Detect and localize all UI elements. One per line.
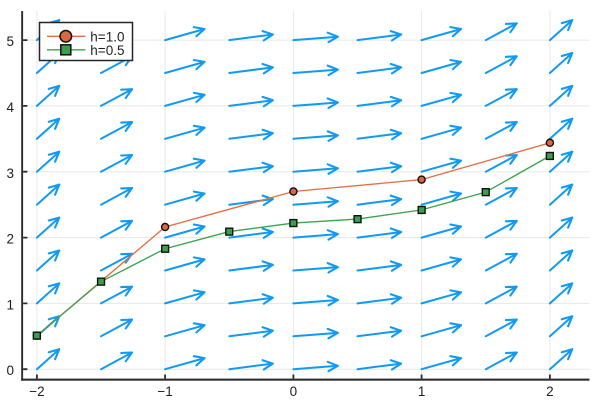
svg-text:−1: −1 [157,384,172,399]
svg-text:5: 5 [6,34,14,49]
svg-text:0: 0 [290,384,298,399]
svg-text:4: 4 [6,100,14,115]
svg-text:h=1.0: h=1.0 [90,30,124,45]
svg-text:2: 2 [546,384,554,399]
svg-text:−2: −2 [29,384,44,399]
svg-text:3: 3 [6,166,14,181]
svg-text:0: 0 [6,363,14,378]
svg-text:1: 1 [418,384,426,399]
svg-text:1: 1 [6,297,14,312]
svg-text:2: 2 [6,232,14,247]
svg-text:h=0.5: h=0.5 [90,43,124,58]
